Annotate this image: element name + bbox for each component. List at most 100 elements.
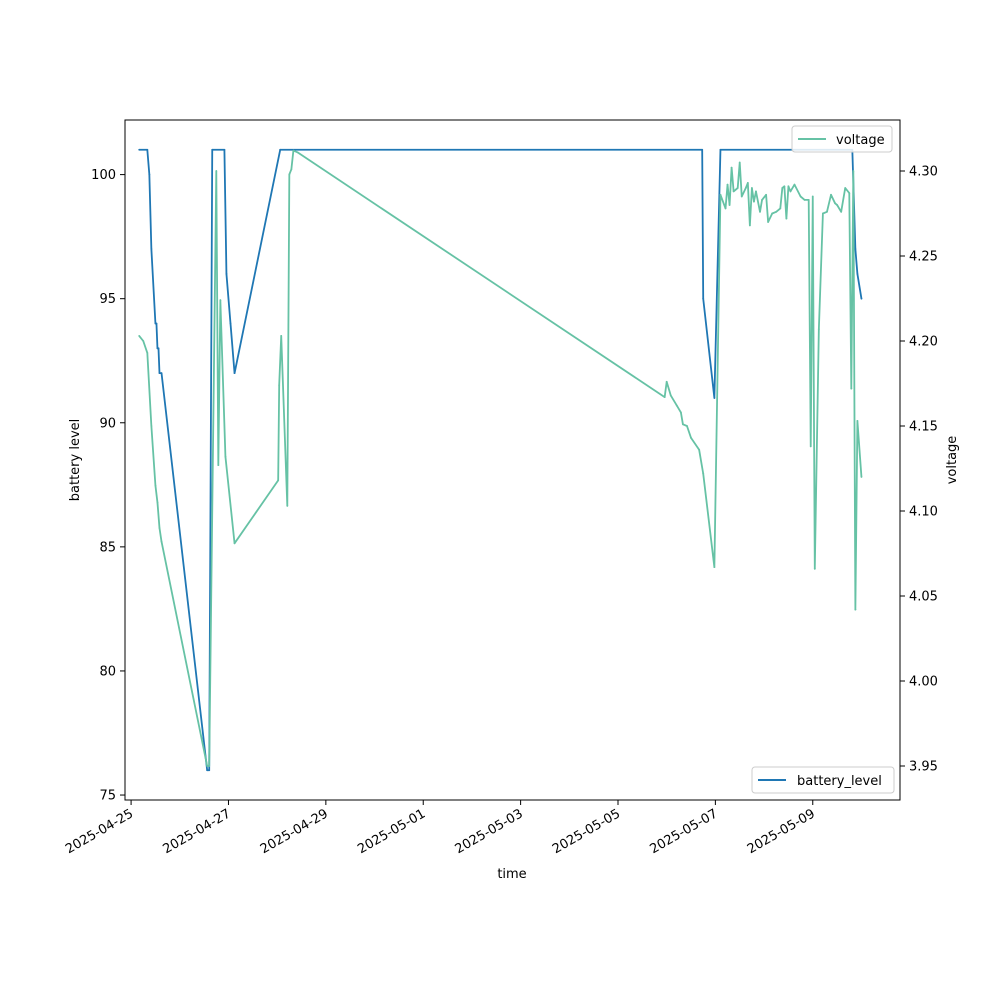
y2-axis-title: voltage — [945, 436, 960, 485]
data-point-voltage — [224, 455, 227, 458]
data-point-voltage — [748, 224, 751, 227]
data-point-voltage — [781, 187, 784, 189]
data-point-voltage — [233, 542, 236, 545]
y-axis-right: 3.95 4.00 4.05 4.10 4.15 4.20 4.25 4.30 — [900, 165, 938, 775]
data-point-voltage — [826, 210, 828, 213]
data-point-voltage — [779, 207, 782, 210]
data-point-voltage — [744, 187, 747, 189]
data-point-voltage — [665, 380, 668, 383]
data-point-voltage — [682, 423, 684, 426]
data-point-voltage — [817, 328, 820, 330]
data-point-battery_level — [208, 769, 211, 772]
data-point-voltage — [822, 212, 824, 215]
legend-voltage-label: voltage — [836, 133, 885, 148]
data-point-battery_level — [229, 322, 232, 325]
data-point-voltage — [761, 199, 763, 201]
data-point-battery_level — [148, 173, 151, 176]
data-point-voltage — [854, 608, 857, 611]
data-point-voltage — [856, 420, 859, 422]
data-point-voltage — [852, 170, 855, 172]
data-point-voltage — [746, 182, 749, 184]
data-point-voltage — [206, 765, 209, 767]
data-point-battery_level — [854, 248, 857, 250]
axes-frame — [124, 119, 901, 801]
legend-voltage-box — [791, 125, 893, 153]
data-point-voltage — [755, 190, 757, 193]
legend-battery-box — [751, 766, 895, 794]
series-layer — [138, 148, 863, 772]
data-point-voltage — [730, 166, 733, 169]
data-point-battery_level — [713, 397, 716, 399]
data-point-voltage — [767, 221, 770, 223]
data-point-voltage — [158, 527, 161, 529]
data-point-voltage — [738, 161, 741, 164]
y-axis-left: 75 80 85 90 95 100 — [91, 168, 125, 804]
data-point-battery_level — [233, 372, 236, 375]
y-tick-label: 90 — [99, 416, 116, 431]
data-point-voltage — [288, 173, 291, 176]
y2-tick-label: 4.10 — [909, 505, 938, 520]
data-point-voltage — [217, 464, 220, 466]
data-point-battery_level — [146, 148, 149, 151]
y2-tick-label: 4.30 — [909, 165, 938, 180]
y2-tick-label: 4.25 — [909, 250, 938, 265]
data-point-voltage — [751, 187, 753, 189]
data-point-voltage — [290, 168, 293, 171]
y-tick-label: 95 — [99, 292, 116, 307]
data-point-voltage — [679, 411, 682, 414]
data-point-voltage — [736, 187, 739, 189]
data-point-voltage — [789, 190, 792, 193]
data-point-voltage — [669, 394, 672, 397]
data-point-voltage — [698, 448, 701, 451]
data-point-battery_level — [138, 148, 141, 151]
data-point-voltage — [803, 199, 806, 201]
data-point-battery_level — [701, 148, 704, 151]
data-point-voltage — [844, 187, 847, 189]
y-tick-label: 75 — [99, 789, 116, 804]
data-point-voltage — [809, 445, 812, 448]
data-point-battery_level — [157, 347, 160, 350]
data-point-battery_level — [155, 322, 158, 325]
data-point-voltage — [848, 192, 851, 195]
data-point-voltage — [138, 335, 141, 337]
data-point-battery_level — [856, 272, 859, 275]
legend-battery-label: battery_level — [797, 774, 882, 789]
data-point-voltage — [836, 204, 839, 206]
x-axis-title: time — [497, 867, 526, 882]
data-point-voltage — [771, 212, 774, 215]
data-point-battery_level — [860, 297, 863, 300]
data-point-voltage — [219, 299, 222, 302]
data-point-voltage — [785, 217, 788, 220]
data-point-voltage — [142, 340, 145, 342]
y-tick-label: 100 — [91, 168, 116, 183]
data-point-voltage — [813, 567, 816, 570]
data-point-voltage — [292, 149, 295, 152]
data-point-voltage — [811, 195, 814, 198]
data-point-voltage — [208, 765, 211, 767]
data-point-voltage — [675, 404, 678, 407]
data-point-voltage — [215, 170, 218, 172]
y2-tick-label: 4.00 — [909, 675, 938, 690]
y-axis-title: battery level — [68, 419, 83, 502]
data-point-battery_level — [279, 148, 282, 151]
data-point-voltage — [759, 210, 761, 213]
data-point-voltage — [719, 193, 722, 196]
data-point-voltage — [156, 501, 159, 504]
data-point-voltage — [783, 185, 786, 188]
data-point-voltage — [277, 479, 280, 482]
legend-voltage: voltage — [791, 125, 893, 153]
data-point-voltage — [278, 384, 281, 387]
data-point-voltage — [732, 190, 735, 193]
y2-tick-label: 4.20 — [909, 335, 938, 350]
data-point-battery_level — [206, 769, 209, 772]
data-point-battery_level — [702, 297, 705, 300]
data-point-voltage — [807, 199, 810, 201]
data-point-voltage — [728, 204, 731, 206]
data-point-voltage — [830, 193, 832, 196]
data-point-voltage — [787, 185, 790, 188]
data-point-voltage — [146, 352, 149, 354]
data-point-voltage — [765, 193, 767, 196]
data-point-voltage — [160, 540, 163, 543]
data-point-battery_level — [211, 148, 214, 151]
